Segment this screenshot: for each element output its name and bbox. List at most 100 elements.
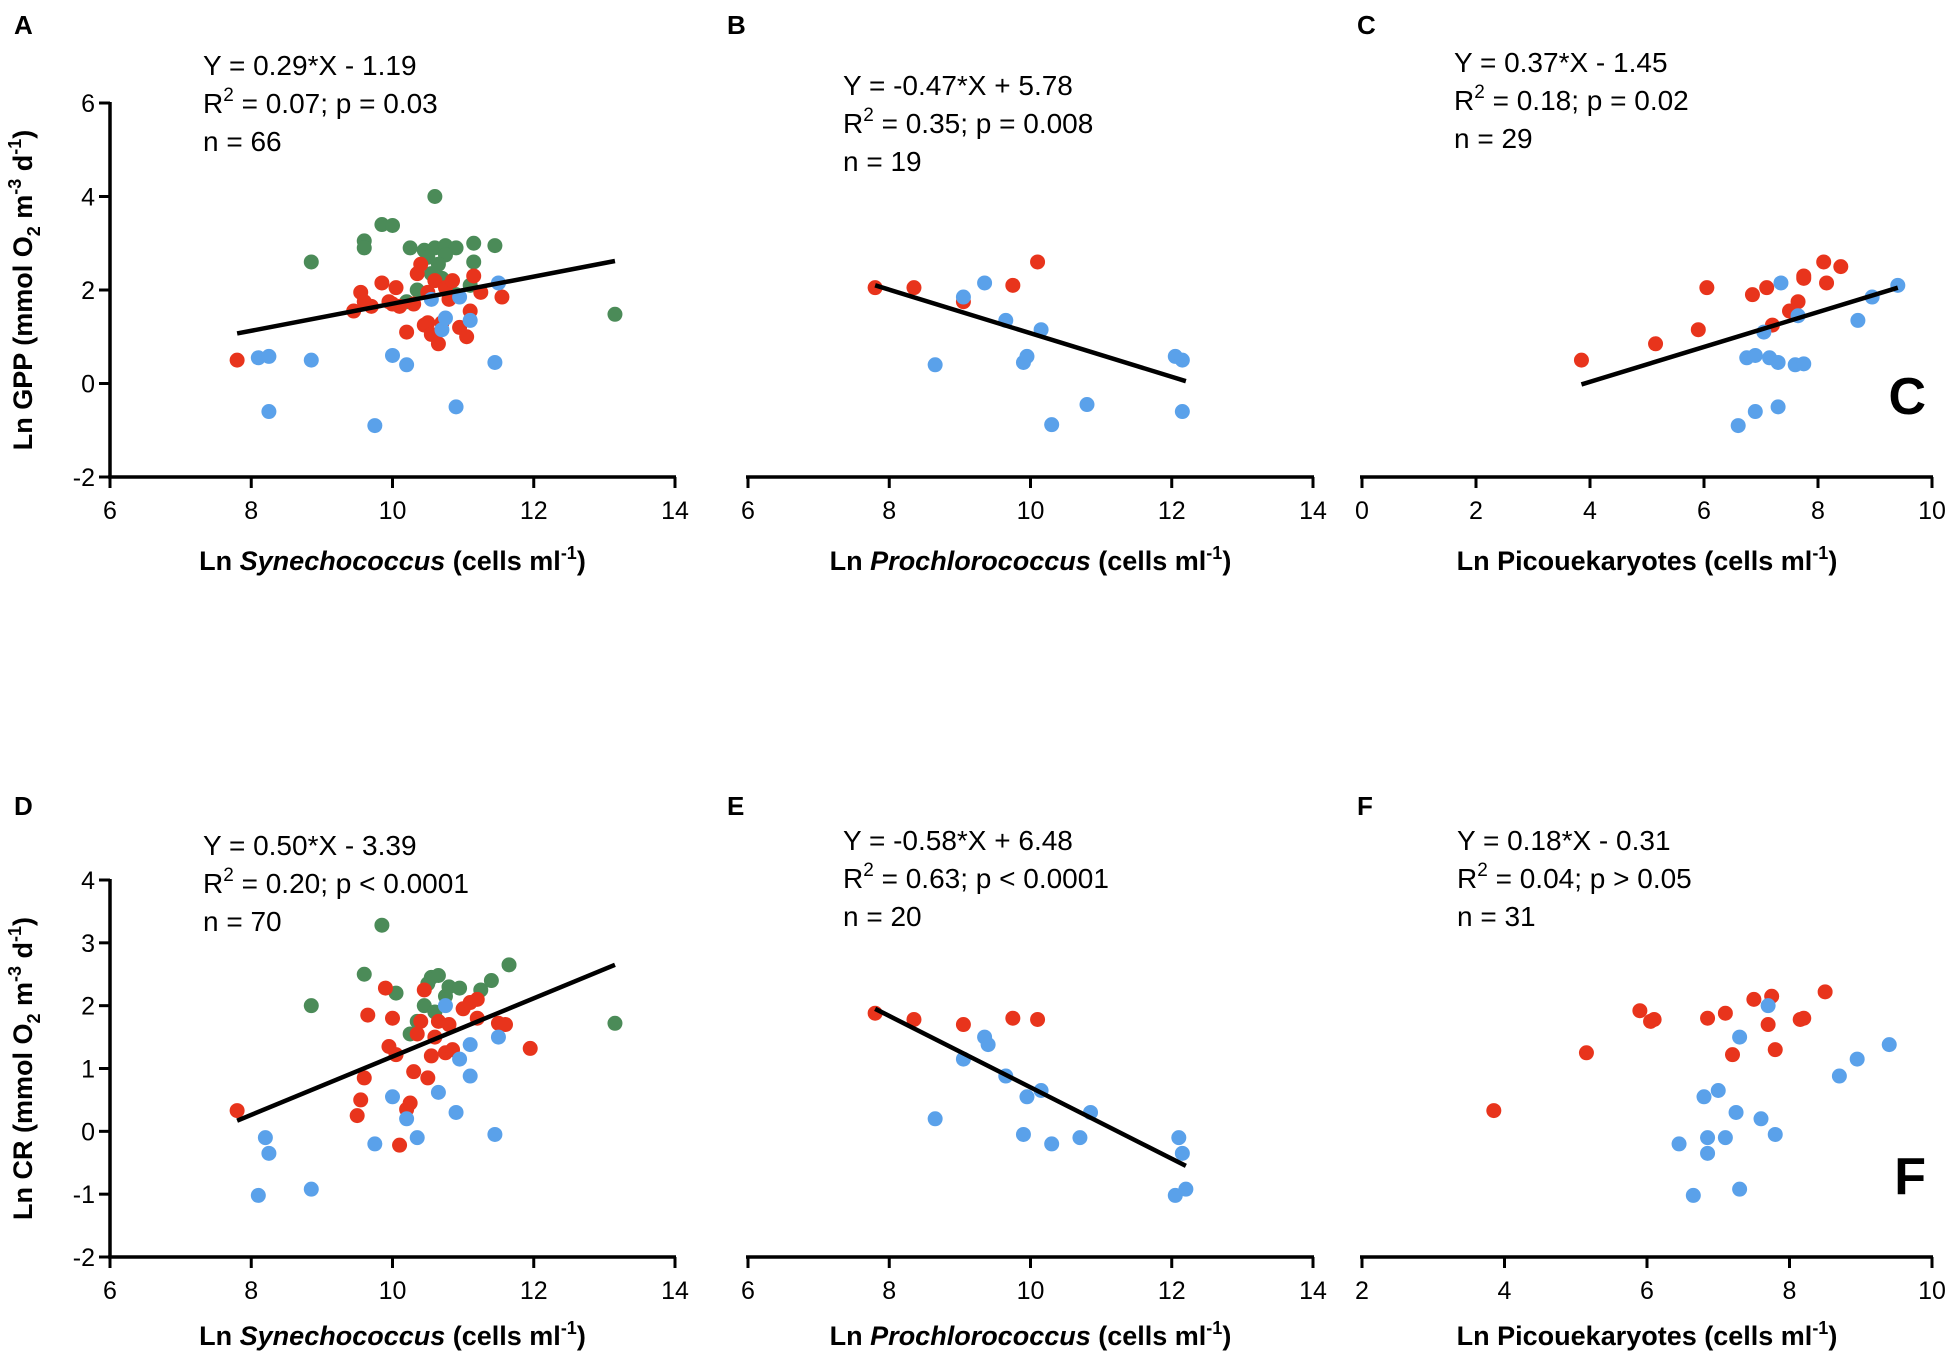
- series-blue: [927, 275, 1190, 433]
- data-point: [356, 1070, 372, 1086]
- data-point: [441, 1017, 457, 1033]
- x-tick-label: 8: [1783, 1277, 1797, 1305]
- data-point: [1770, 354, 1786, 370]
- x-tick-label: 8: [882, 497, 896, 525]
- panel-B: B 6 8 10 12 14 Ln Prochlorococcus (cells ml-1)…: [727, 10, 1327, 576]
- data-point: [374, 275, 390, 291]
- data-point: [462, 1068, 478, 1084]
- data-point: [1725, 1047, 1740, 1063]
- x-axis-title: Ln Synechococcus (cells ml-1): [199, 1318, 586, 1351]
- data-point: [1690, 322, 1706, 338]
- data-point: [402, 240, 418, 256]
- data-point: [434, 322, 450, 338]
- data-point: [385, 217, 400, 233]
- regression-line: [874, 283, 1187, 384]
- y-tick-label: 2: [81, 277, 95, 305]
- panel-label: C: [1357, 10, 1376, 40]
- x-tick-label: 2: [1469, 497, 1483, 525]
- x-tick-label: 12: [520, 497, 548, 525]
- data-point: [483, 973, 499, 989]
- y-tick-label: 4: [81, 867, 95, 895]
- data-point: [413, 256, 429, 272]
- data-point: [1700, 1010, 1716, 1026]
- data-point: [257, 1130, 273, 1146]
- data-point: [927, 1111, 943, 1127]
- data-point: [1019, 348, 1035, 364]
- data-point: [466, 235, 482, 251]
- data-point: [261, 348, 277, 364]
- data-point: [229, 1103, 245, 1119]
- data-point: [462, 312, 478, 328]
- data-point: [1699, 280, 1715, 296]
- data-point: [494, 289, 510, 305]
- data-point: [430, 336, 446, 352]
- panel-label: A: [14, 10, 33, 40]
- data-point: [1760, 998, 1776, 1014]
- x-tick-label: 10: [1017, 497, 1045, 525]
- data-point: [466, 268, 482, 284]
- series-blue: [1671, 998, 1897, 1203]
- r-squared-p-value: R2 = 0.63; p < 0.0001: [843, 860, 1109, 894]
- regression-line: [236, 258, 616, 336]
- data-point: [399, 1111, 415, 1127]
- series-blue: [1730, 275, 1906, 434]
- data-point: [522, 1040, 538, 1056]
- x-tick-label: 10: [1918, 497, 1946, 525]
- data-point: [356, 966, 372, 982]
- data-point: [1759, 280, 1775, 296]
- data-point: [385, 347, 400, 363]
- data-point: [1767, 1126, 1783, 1142]
- x-tick-label: 12: [1158, 497, 1186, 525]
- data-point: [1717, 1130, 1733, 1146]
- sample-size: n = 66: [203, 126, 282, 157]
- data-point: [377, 980, 393, 996]
- data-point: [1796, 268, 1812, 284]
- data-point: [487, 238, 503, 254]
- data-point: [459, 329, 475, 345]
- data-point: [1632, 1003, 1648, 1019]
- data-point: [353, 1092, 369, 1108]
- series-blue: [250, 998, 506, 1203]
- series-red: [229, 980, 538, 1153]
- x-axis-title: Ln Synechococcus (cells ml-1): [199, 543, 586, 576]
- x-tick-label: 8: [244, 497, 258, 525]
- data-point: [392, 1137, 408, 1153]
- data-point: [1790, 294, 1806, 310]
- data-point: [452, 1051, 468, 1067]
- data-point: [1700, 1130, 1716, 1146]
- data-point: [1648, 336, 1664, 352]
- regression-line: [874, 1006, 1187, 1168]
- series-red: [229, 256, 510, 368]
- data-point: [1850, 312, 1866, 328]
- data-point: [229, 352, 245, 368]
- data-point: [1747, 347, 1763, 363]
- x-tick-label: 6: [1640, 1277, 1654, 1305]
- x-tick-label: 6: [741, 497, 755, 525]
- data-point: [413, 1013, 429, 1029]
- data-point: [1174, 1145, 1190, 1161]
- data-point: [927, 357, 943, 373]
- x-tick-label: 12: [1158, 1277, 1186, 1305]
- panel-label: F: [1357, 791, 1373, 821]
- data-point: [1819, 275, 1835, 291]
- data-point: [367, 418, 383, 434]
- y-tick-label: 0: [81, 371, 95, 399]
- panel-F: F 2 4 6 8 10 Ln Picouekaryotes (cells ml-1) Y =…: [1355, 791, 1946, 1351]
- x-tick-label: 10: [1017, 1277, 1045, 1305]
- data-point: [1079, 397, 1095, 413]
- x-tick-label: 10: [379, 497, 407, 525]
- data-point: [1685, 1187, 1701, 1203]
- data-point: [1015, 1126, 1031, 1142]
- x-tick-label: 10: [1918, 1277, 1946, 1305]
- data-point: [303, 352, 319, 368]
- data-point: [1732, 1181, 1748, 1197]
- data-point: [906, 1011, 922, 1027]
- data-point: [977, 275, 993, 291]
- data-point: [448, 1104, 464, 1120]
- regression-line: [236, 962, 616, 1123]
- y-tick-label: 1: [81, 1056, 95, 1084]
- r-squared-p-value: R2 = 0.07; p = 0.03: [203, 85, 438, 119]
- data-point: [430, 1084, 446, 1100]
- data-point: [448, 240, 464, 256]
